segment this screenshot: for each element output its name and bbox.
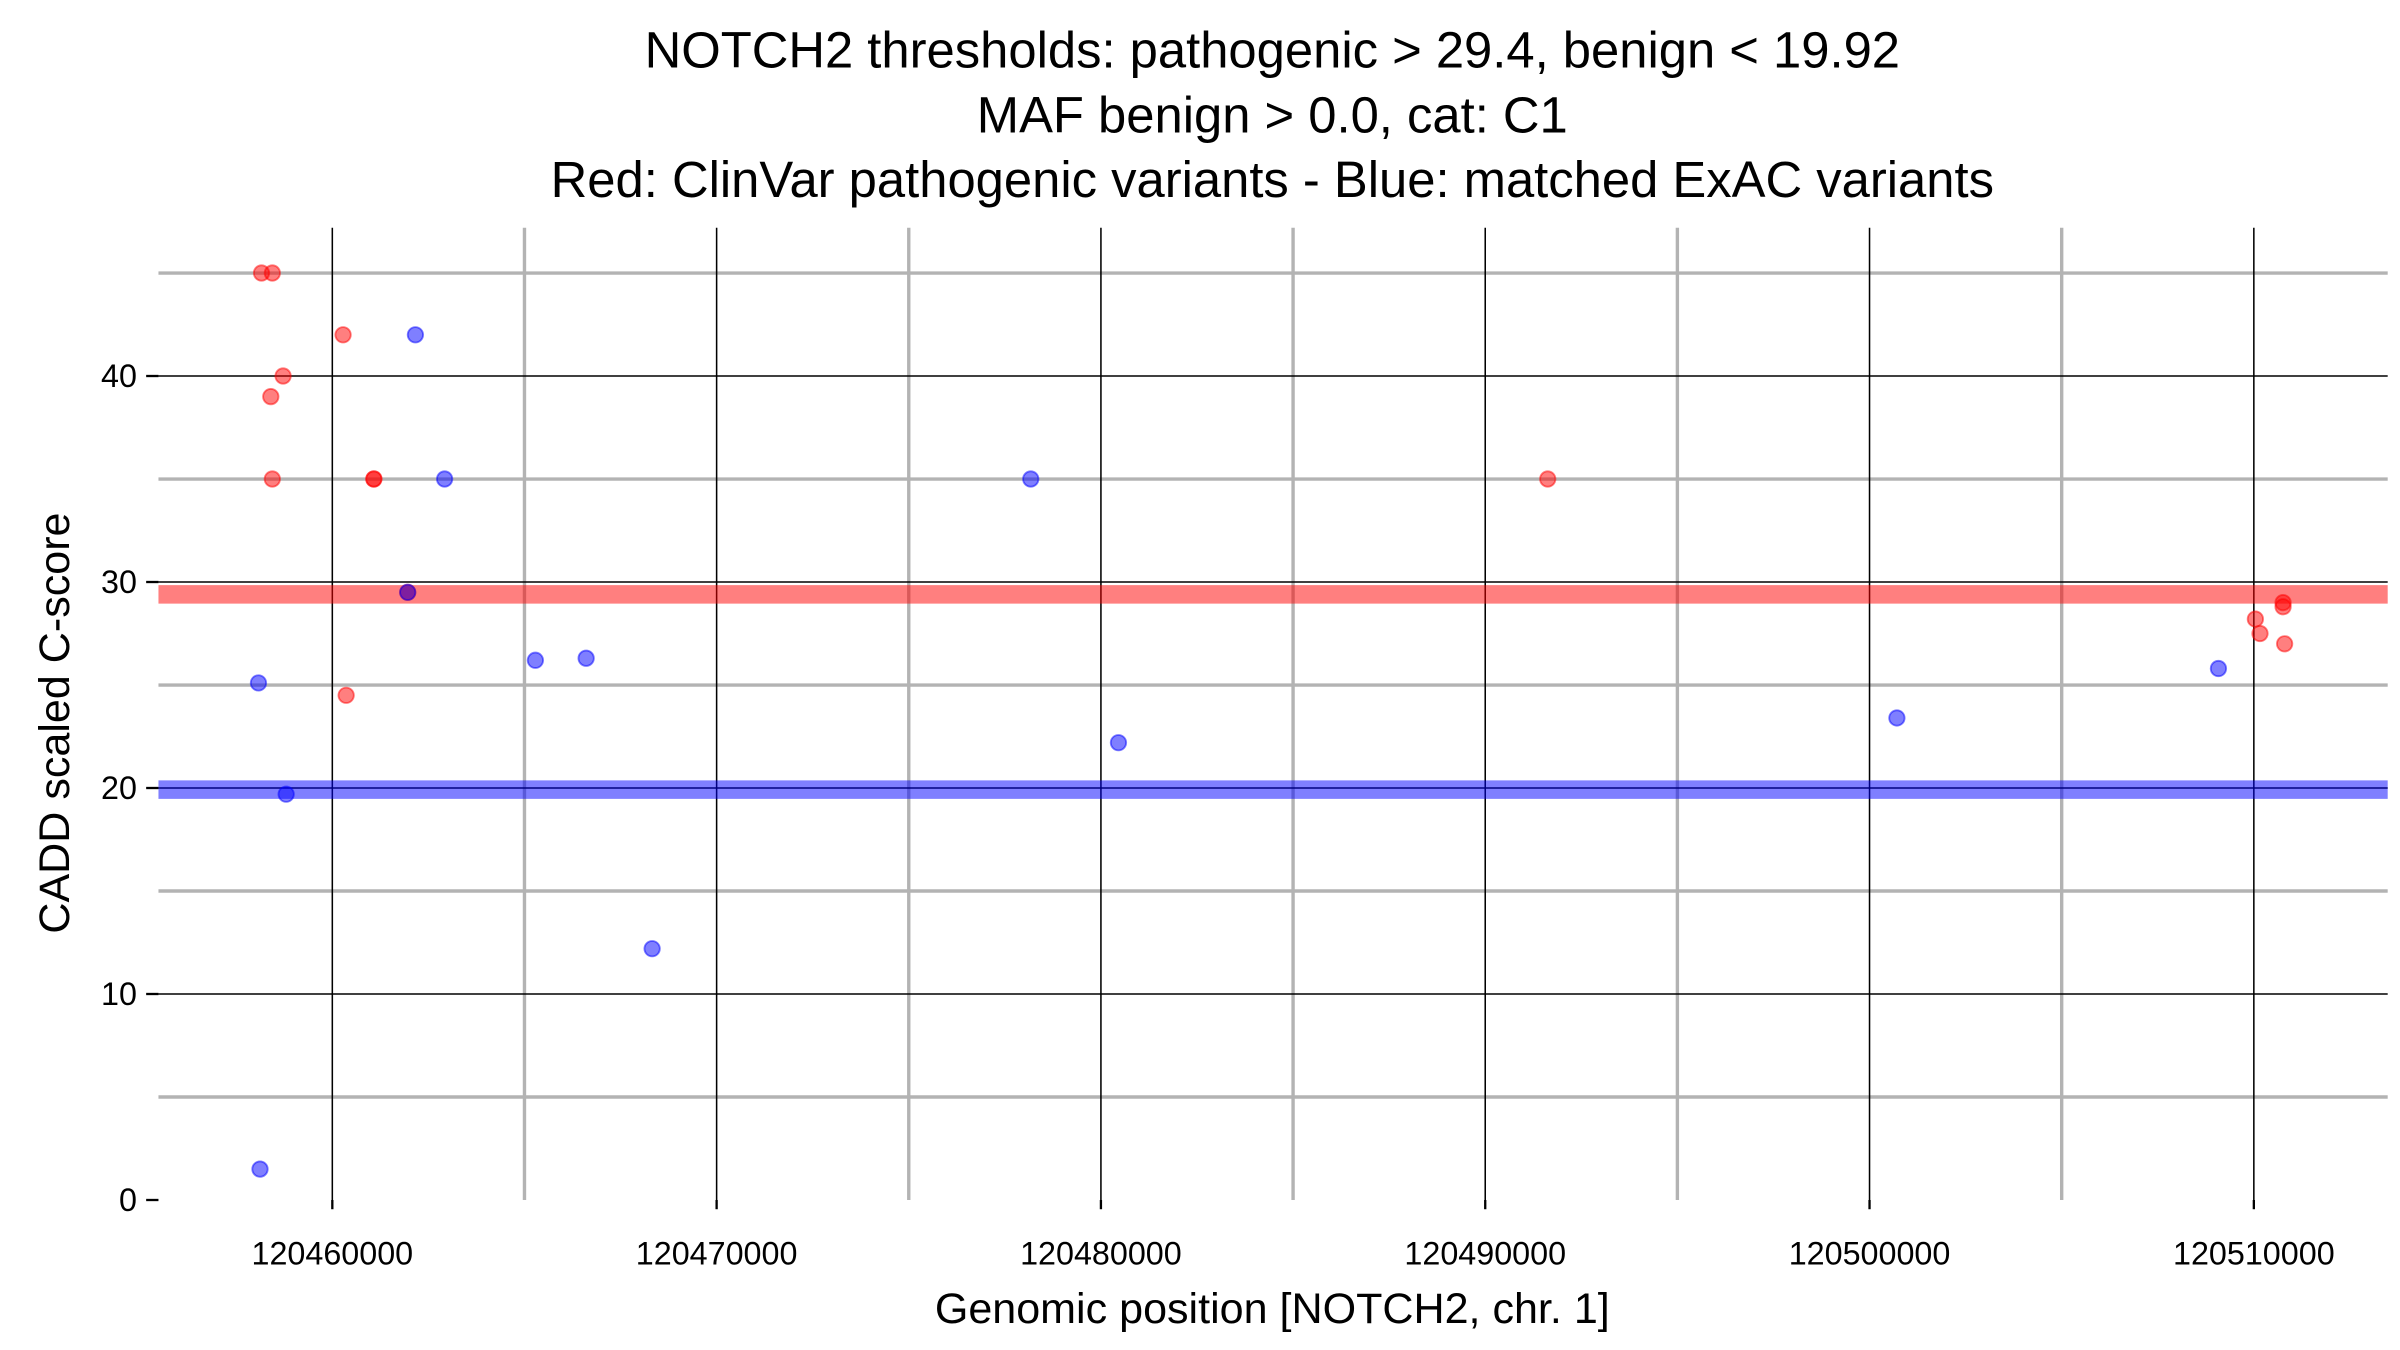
x-tick-label: 120470000: [636, 1236, 798, 1272]
title-line-2: MAF benign > 0.0, cat: C1: [977, 86, 1568, 143]
exac-point: [526, 651, 545, 669]
clinvar-point: [334, 326, 352, 344]
clinvar-point: [263, 264, 281, 282]
exac-point: [249, 674, 268, 692]
x-tick-label: 120460000: [251, 1236, 413, 1272]
x-axis-label: Genomic position [NOTCH2, chr. 1]: [935, 1285, 1610, 1333]
exac-point: [435, 470, 454, 488]
clinvar-point: [262, 387, 280, 406]
clinvar-point: [2251, 624, 2269, 643]
y-tick-label: 10: [101, 976, 137, 1012]
x-tick-label: 120510000: [2173, 1236, 2335, 1272]
clinvar-point: [1539, 470, 1557, 488]
exac-point: [277, 785, 295, 803]
exac-point: [251, 1160, 269, 1178]
exac-point: [577, 649, 595, 667]
clinvar-point: [2246, 610, 2264, 628]
exac-point: [399, 583, 417, 601]
chart-title: NOTCH2 thresholds: pathogenic > 29.4, be…: [551, 22, 1994, 208]
y-tick-label: 30: [101, 564, 137, 600]
exac-point: [1109, 734, 1128, 752]
y-axis-label: CADD scaled C-score: [31, 512, 79, 933]
clinvar-point: [274, 367, 292, 385]
y-tick-label: 40: [101, 358, 137, 394]
exac-point: [2209, 659, 2228, 678]
threshold-lines: [158, 585, 2388, 799]
clinvar-point: [263, 470, 281, 488]
axes: 120460000 120470000 120480000 120490000 1205…: [101, 358, 2335, 1272]
title-line-3: Red: ClinVar pathogenic variants - Blue:…: [551, 151, 1994, 208]
data-points: [249, 264, 2294, 1178]
y-tick-label: 20: [101, 770, 137, 806]
title-line-1: NOTCH2 thresholds: pathogenic > 29.4, be…: [645, 22, 1900, 79]
clinvar-point: [2274, 598, 2292, 616]
x-tick-label: 120500000: [1789, 1236, 1951, 1272]
x-tick-label: 120490000: [1404, 1236, 1566, 1272]
exac-point: [643, 940, 661, 958]
clinvar-point: [2276, 635, 2294, 653]
exac-point: [1022, 470, 1040, 488]
y-tick-label: 0: [119, 1182, 137, 1218]
grid: [158, 227, 2388, 1200]
clinvar-point: [337, 686, 355, 704]
exac-point: [1888, 709, 1906, 727]
exac-point: [406, 326, 425, 344]
clinvar-point: [365, 470, 383, 488]
x-tick-label: 120480000: [1020, 1236, 1182, 1272]
